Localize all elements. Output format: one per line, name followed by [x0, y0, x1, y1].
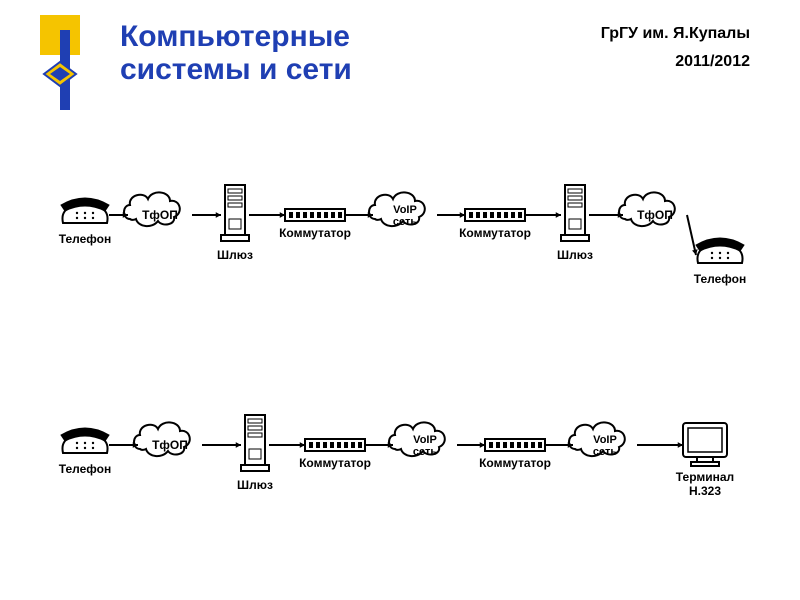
connection-arrow — [637, 442, 683, 448]
svg-text:Коммутатор: Коммутатор — [459, 226, 531, 240]
server-icon: Шлюз — [237, 415, 273, 492]
slide: Компьютерные системы и сети ГрГУ им. Я.К… — [0, 0, 800, 600]
connection-arrow — [687, 215, 698, 255]
voip-topology-diagram-1: Телефон ТфОП Шлюз Коммутатор VoIPсеть Коммута… — [50, 160, 750, 310]
connection-arrow — [589, 212, 623, 218]
server-icon: Шлюз — [217, 185, 253, 262]
page-title: Компьютерные системы и сети — [120, 20, 352, 86]
svg-text:Терминал: Терминал — [676, 470, 734, 484]
cloud-icon: VoIPсеть — [389, 422, 445, 458]
svg-text:сеть: сеть — [413, 446, 437, 458]
connection-arrow — [545, 442, 573, 448]
svg-text:H.323: H.323 — [689, 484, 721, 498]
svg-text:ТфОП: ТфОП — [152, 438, 188, 452]
svg-text:ТфОП: ТфОП — [637, 208, 673, 222]
connection-arrow — [109, 442, 138, 448]
phone-icon: Телефон — [694, 238, 746, 286]
title-line1: Компьютерные — [120, 20, 352, 53]
svg-text:Коммутатор: Коммутатор — [279, 226, 351, 240]
svg-text:сеть: сеть — [593, 446, 617, 458]
svg-text:VoIP: VoIP — [593, 434, 617, 446]
cloud-icon: ТфОП — [124, 192, 180, 226]
title-line2: системы и сети — [120, 53, 352, 86]
svg-text:Шлюз: Шлюз — [217, 248, 253, 262]
connection-arrow — [457, 442, 485, 448]
connection-arrow — [365, 442, 393, 448]
subtitle-block: ГрГУ им. Я.Купалы 2011/2012 — [601, 25, 750, 71]
svg-text:VoIP: VoIP — [393, 204, 417, 216]
connection-arrow — [525, 212, 561, 218]
voip-topology-diagram-2: ТелефонТфОПШлюзКоммутаторVoIPсетьКоммута… — [50, 390, 750, 540]
switch-icon: Коммутатор — [299, 439, 371, 470]
switch-icon: Коммутатор — [479, 439, 551, 470]
svg-text:Телефон: Телефон — [59, 232, 111, 246]
terminal-icon: ТерминалH.323 — [676, 423, 734, 498]
phone-icon: Телефон — [59, 428, 111, 476]
cloud-icon: ТфОП — [619, 192, 675, 226]
svg-text:Шлюз: Шлюз — [237, 478, 273, 492]
connection-arrow — [249, 212, 285, 218]
svg-text:Телефон: Телефон — [59, 462, 111, 476]
connection-arrow — [192, 212, 221, 218]
svg-text:сеть: сеть — [393, 216, 417, 228]
connection-arrow — [269, 442, 305, 448]
cloud-icon: ТфОП — [134, 422, 190, 456]
university-logo-icon — [42, 60, 78, 88]
server-icon: Шлюз — [557, 185, 593, 262]
connection-arrow — [345, 212, 373, 218]
svg-text:Шлюз: Шлюз — [557, 248, 593, 262]
academic-year: 2011/2012 — [601, 53, 750, 71]
switch-icon: Коммутатор — [459, 209, 531, 240]
cloud-icon: VoIPсеть — [569, 422, 625, 458]
cloud-icon: VoIPсеть — [369, 192, 425, 228]
svg-text:Телефон: Телефон — [694, 272, 746, 286]
svg-text:Коммутатор: Коммутатор — [299, 456, 371, 470]
switch-icon: Коммутатор — [279, 209, 351, 240]
svg-text:ТфОП: ТфОП — [142, 208, 178, 222]
connection-arrow — [202, 442, 241, 448]
svg-text:VoIP: VoIP — [413, 434, 437, 446]
phone-icon: Телефон — [59, 198, 111, 246]
org-name: ГрГУ им. Я.Купалы — [601, 25, 750, 43]
connection-arrow — [437, 212, 465, 218]
svg-text:Коммутатор: Коммутатор — [479, 456, 551, 470]
